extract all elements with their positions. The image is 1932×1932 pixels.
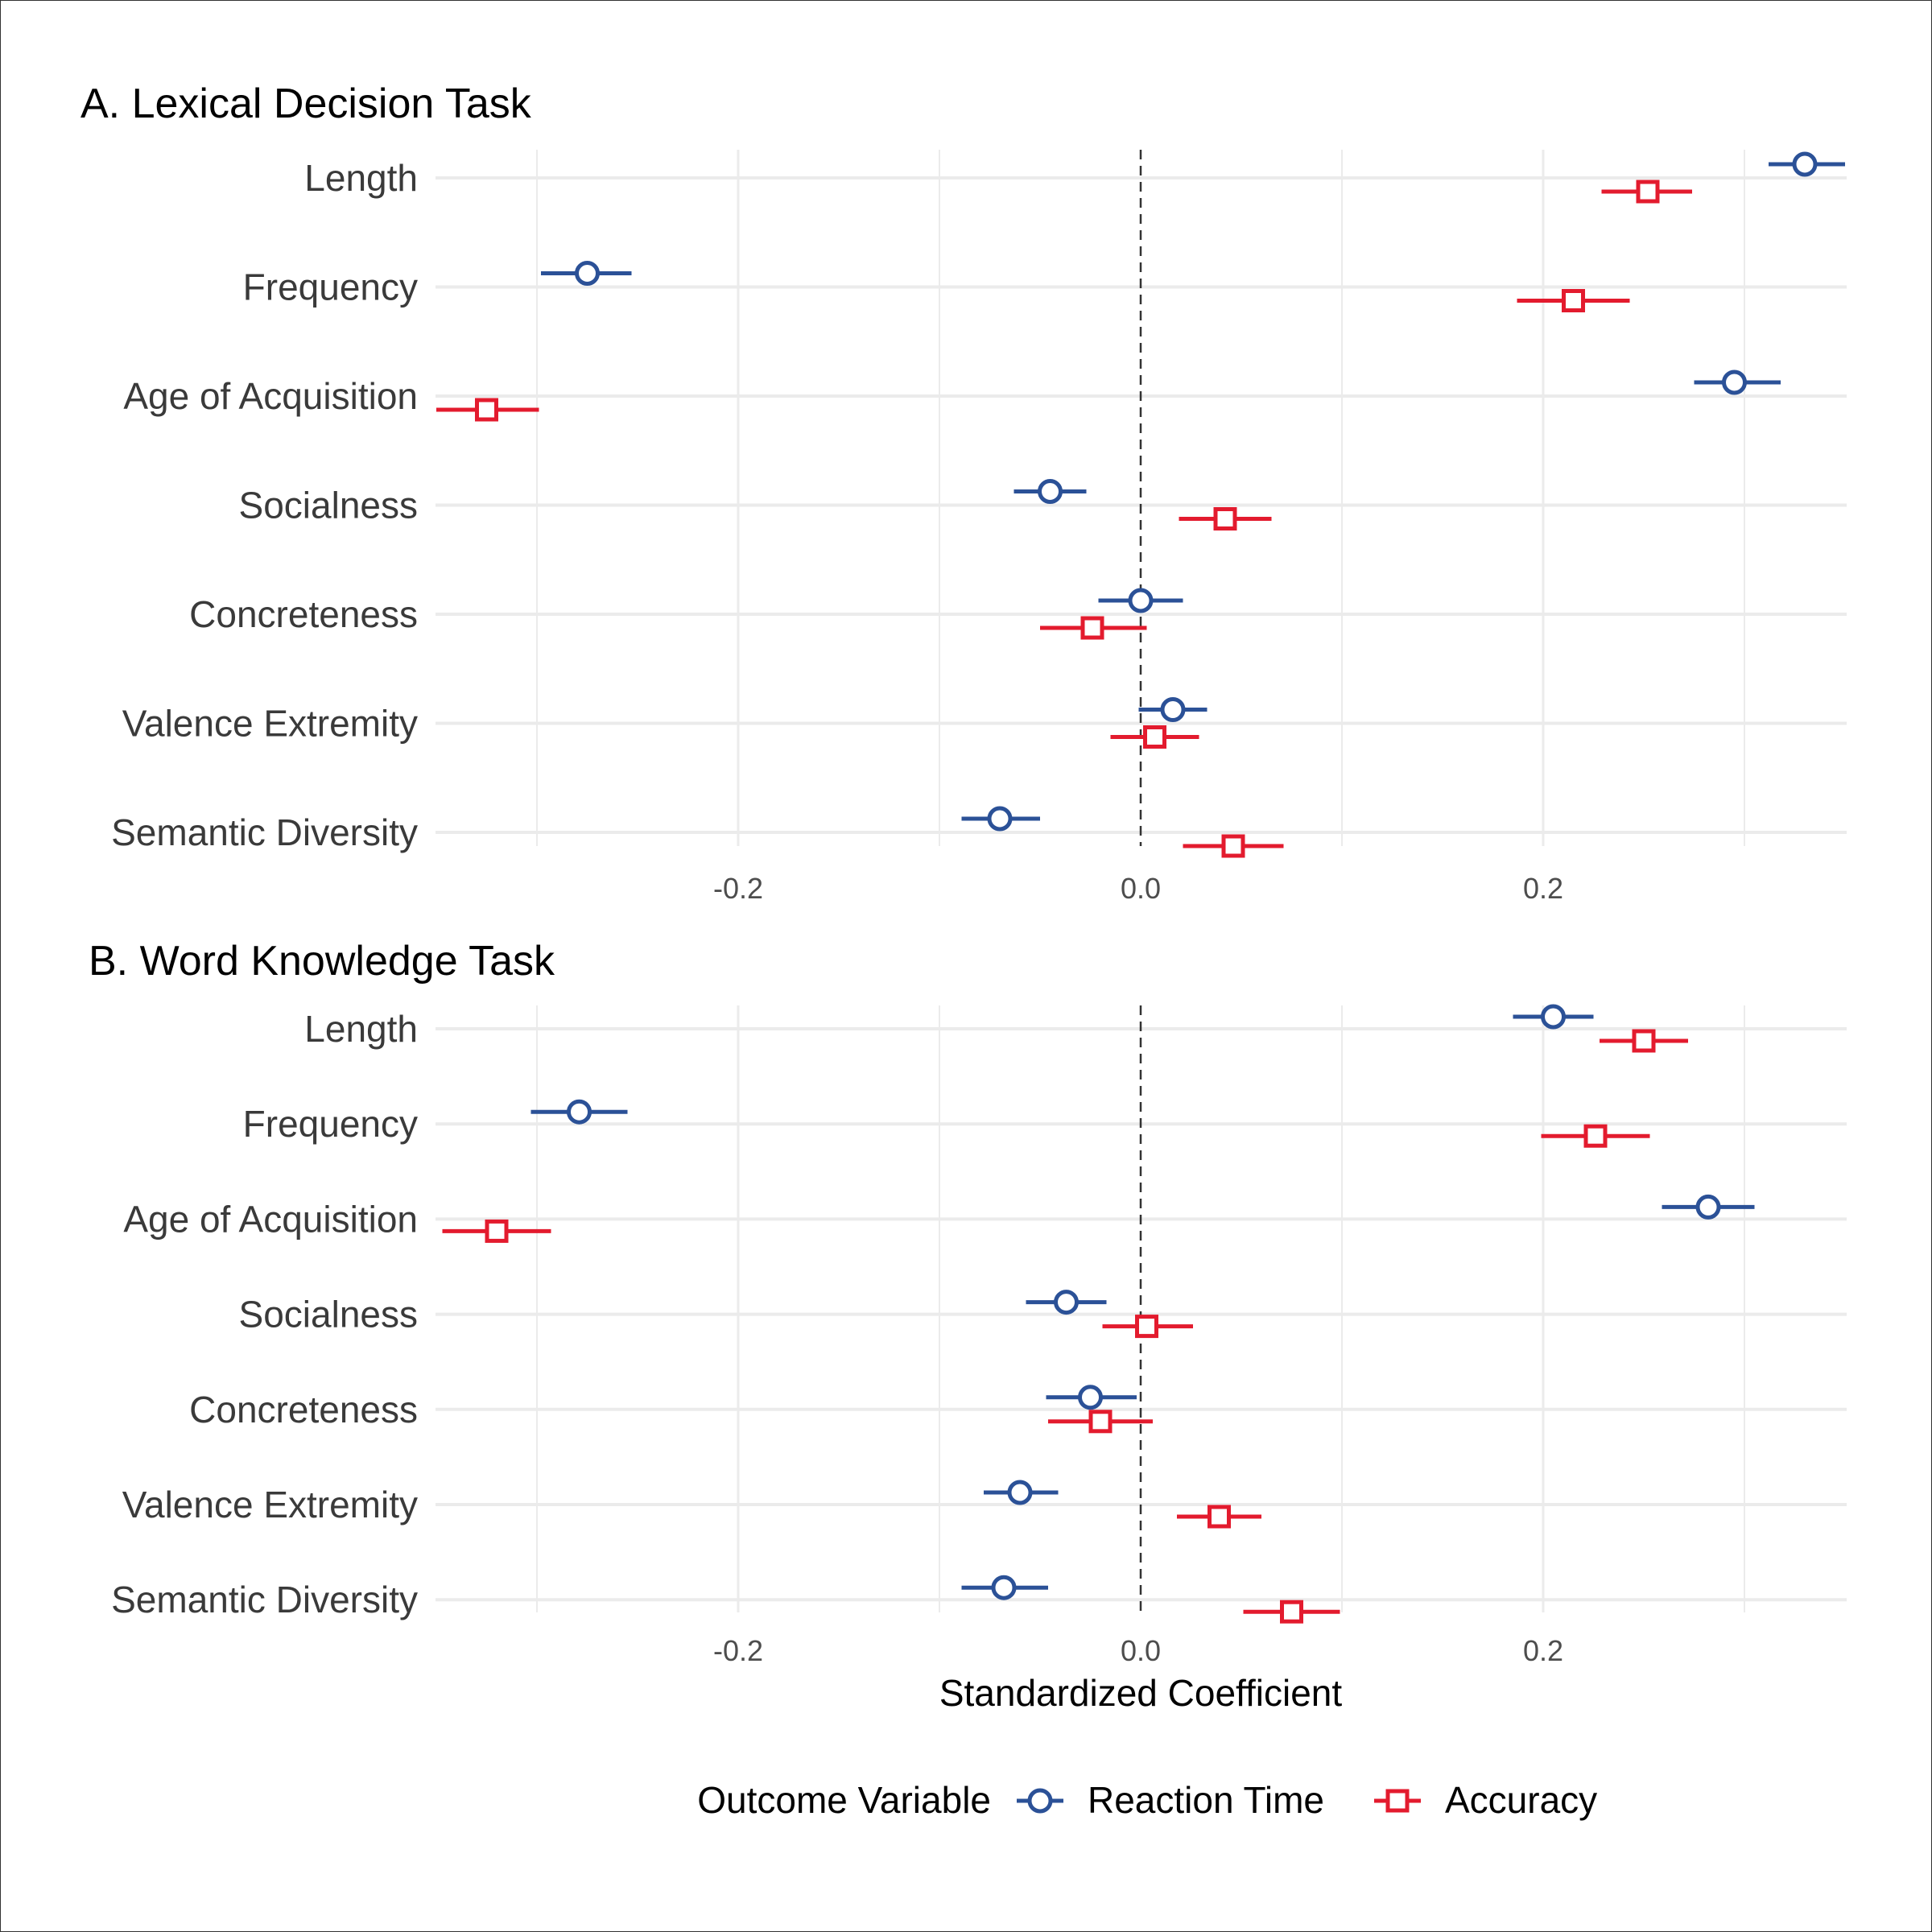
x-tick-label: -0.2 bbox=[713, 872, 763, 905]
acc-point bbox=[1143, 725, 1166, 749]
acc-point bbox=[1135, 1315, 1158, 1339]
category-label: Valence Extremity bbox=[122, 703, 418, 745]
acc-point bbox=[1636, 180, 1660, 204]
acc-point bbox=[1221, 834, 1245, 858]
legend-title: Outcome Variable bbox=[697, 1779, 991, 1821]
rt-point bbox=[1038, 479, 1063, 504]
acc-point bbox=[1080, 616, 1104, 640]
acc-point bbox=[1280, 1600, 1303, 1624]
rt-point bbox=[1541, 1004, 1566, 1030]
rt-point bbox=[1792, 151, 1818, 177]
legend-label-accuracy: Accuracy bbox=[1445, 1779, 1597, 1821]
x-tick-label: 0.0 bbox=[1121, 1634, 1161, 1667]
category-label: Semantic Diversity bbox=[111, 811, 418, 853]
category-label: Concreteness bbox=[189, 1389, 418, 1430]
rt-point bbox=[1007, 1480, 1033, 1505]
rt-point bbox=[575, 261, 600, 286]
category-label: Length bbox=[304, 157, 418, 199]
category-label: Valence Extremity bbox=[122, 1484, 418, 1525]
square-icon bbox=[1385, 1789, 1410, 1813]
x-tick-label: 0.2 bbox=[1523, 872, 1563, 905]
x-tick-label: 0.2 bbox=[1523, 1634, 1563, 1667]
acc-point bbox=[1632, 1029, 1656, 1053]
panel-a-title: A. Lexical Decision Task bbox=[80, 80, 532, 127]
legend-label-reaction-time: Reaction Time bbox=[1088, 1779, 1324, 1821]
x-tick-label: -0.2 bbox=[713, 1634, 763, 1667]
acc-point bbox=[1562, 289, 1585, 312]
x-axis-label: Standardized Coefficient bbox=[939, 1672, 1343, 1714]
rt-point bbox=[567, 1099, 592, 1125]
category-label: Age of Acquisition bbox=[123, 1198, 418, 1240]
acc-point bbox=[485, 1219, 509, 1243]
acc-point bbox=[1583, 1124, 1608, 1148]
category-label: Concreteness bbox=[189, 593, 418, 635]
rt-point bbox=[1078, 1385, 1103, 1410]
category-label: Frequency bbox=[243, 266, 418, 308]
legend-item-reaction-time: Reaction Time bbox=[1017, 1779, 1324, 1821]
legend: Outcome Variable Reaction Time Accuracy bbox=[697, 1779, 1597, 1821]
legend-item-accuracy: Accuracy bbox=[1374, 1779, 1597, 1821]
acc-point bbox=[475, 398, 498, 422]
category-label: Semantic Diversity bbox=[111, 1579, 418, 1620]
panel-word-knowledge: B. Word Knowledge Task Standardized Coef… bbox=[89, 938, 1847, 1714]
rt-point bbox=[991, 1575, 1017, 1600]
acc-point bbox=[1208, 1505, 1231, 1529]
acc-point bbox=[1088, 1410, 1113, 1434]
category-label: Frequency bbox=[243, 1103, 418, 1145]
rt-point bbox=[1695, 1194, 1721, 1220]
rt-point bbox=[1128, 588, 1154, 613]
rt-point bbox=[1722, 369, 1747, 395]
rt-point bbox=[987, 806, 1013, 832]
category-label: Socialness bbox=[239, 1294, 418, 1335]
panel-lexical-decision: A. Lexical Decision Task Length Frequency… bbox=[80, 80, 1847, 905]
category-label: Socialness bbox=[239, 485, 418, 526]
rt-point bbox=[1160, 697, 1186, 722]
category-label: Length bbox=[304, 1008, 418, 1050]
category-label: Age of Acquisition bbox=[123, 375, 418, 417]
circle-icon bbox=[1027, 1788, 1053, 1814]
acc-point bbox=[1213, 507, 1237, 530]
x-tick-label: 0.0 bbox=[1121, 872, 1161, 905]
panel-b-title: B. Word Knowledge Task bbox=[89, 938, 555, 985]
rt-point bbox=[1054, 1290, 1079, 1315]
